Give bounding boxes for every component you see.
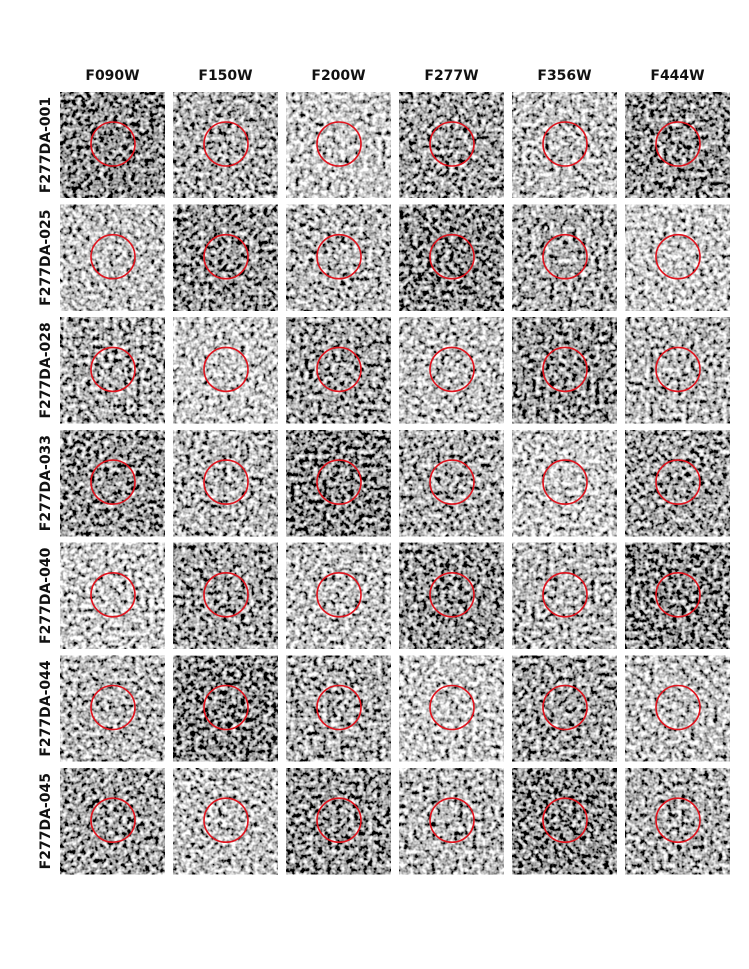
- aperture-circle: [90, 797, 136, 844]
- aperture-circle: [542, 684, 588, 731]
- cutout-image: [60, 768, 165, 875]
- aperture-circle: [90, 233, 136, 280]
- aperture-circle: [316, 121, 362, 167]
- aperture-circle: [203, 571, 249, 618]
- aperture-circle: [316, 684, 362, 731]
- column-header: F090W: [85, 68, 139, 84]
- cutout-image: [173, 204, 278, 311]
- cutout-image: [512, 542, 617, 649]
- cutout-image: [625, 92, 730, 198]
- cutout-image: [399, 92, 504, 198]
- cutout-image: [60, 92, 165, 198]
- aperture-circle: [542, 459, 588, 505]
- cutout-image: [625, 204, 730, 311]
- cutout-image: [60, 204, 165, 311]
- aperture-circle: [90, 346, 136, 393]
- aperture-circle: [316, 459, 362, 505]
- aperture-circle: [429, 684, 475, 731]
- row-label: F277DA-028: [38, 322, 54, 418]
- aperture-circle: [542, 346, 588, 393]
- cutout-image: [625, 655, 730, 762]
- cutout-image: [512, 204, 617, 311]
- cutout-image: [286, 92, 391, 198]
- cutout-image: [173, 430, 278, 537]
- cutout-image: [625, 768, 730, 875]
- cutout-image: [625, 542, 730, 649]
- cutout-image: [286, 768, 391, 875]
- aperture-circle: [542, 121, 588, 167]
- cutout-image: [286, 655, 391, 762]
- cutout-image: [399, 317, 504, 424]
- cutout-image: [60, 655, 165, 762]
- cutout-image: [625, 430, 730, 537]
- aperture-circle: [90, 459, 136, 505]
- cutout-image: [399, 430, 504, 537]
- cutout-grid: [60, 92, 730, 875]
- aperture-circle: [203, 684, 249, 731]
- aperture-circle: [90, 571, 136, 618]
- row-label: F277DA-025: [38, 210, 54, 306]
- cutout-image: [286, 542, 391, 649]
- aperture-circle: [429, 797, 475, 844]
- aperture-circle: [655, 459, 701, 505]
- cutout-image: [60, 317, 165, 424]
- cutout-image: [173, 768, 278, 875]
- aperture-circle: [316, 346, 362, 393]
- aperture-circle: [655, 571, 701, 618]
- aperture-circle: [655, 797, 701, 844]
- cutout-image: [399, 204, 504, 311]
- column-header: F277W: [424, 68, 478, 84]
- cutout-image: [399, 768, 504, 875]
- cutout-image: [512, 768, 617, 875]
- aperture-circle: [90, 121, 136, 167]
- aperture-circle: [542, 233, 588, 280]
- aperture-circle: [203, 233, 249, 280]
- row-label: F277DA-040: [38, 547, 54, 644]
- aperture-circle: [203, 346, 249, 393]
- column-header: F200W: [311, 68, 365, 84]
- cutout-image: [512, 655, 617, 762]
- aperture-circle: [429, 459, 475, 505]
- column-header: F444W: [650, 68, 704, 84]
- cutout-image: [286, 204, 391, 311]
- cutout-image: [173, 92, 278, 198]
- aperture-circle: [316, 571, 362, 618]
- row-label: F277DA-044: [38, 660, 54, 757]
- cutout-image: [60, 430, 165, 537]
- aperture-circle: [429, 571, 475, 618]
- cutout-image: [173, 655, 278, 762]
- cutout-image: [173, 542, 278, 649]
- row-label: F277DA-045: [38, 773, 54, 869]
- column-header: F356W: [537, 68, 591, 84]
- aperture-circle: [90, 684, 136, 731]
- cutout-image: [399, 655, 504, 762]
- aperture-circle: [542, 797, 588, 844]
- row-label: F277DA-033: [38, 435, 54, 531]
- row-label: F277DA-001: [38, 97, 54, 193]
- cutout-image: [286, 317, 391, 424]
- aperture-circle: [655, 233, 701, 280]
- column-header: F150W: [198, 68, 252, 84]
- aperture-circle: [655, 346, 701, 393]
- cutout-image: [286, 430, 391, 537]
- cutout-image: [173, 317, 278, 424]
- aperture-circle: [542, 571, 588, 618]
- cutout-image: [512, 92, 617, 198]
- aperture-circle: [655, 121, 701, 167]
- aperture-circle: [429, 233, 475, 280]
- aperture-circle: [203, 121, 249, 167]
- cutout-image: [625, 317, 730, 424]
- aperture-circle: [429, 121, 475, 167]
- aperture-circle: [316, 233, 362, 280]
- aperture-circle: [203, 459, 249, 505]
- aperture-circle: [316, 797, 362, 844]
- cutout-image: [399, 542, 504, 649]
- cutout-image: [512, 430, 617, 537]
- cutout-image: [60, 542, 165, 649]
- aperture-circle: [203, 797, 249, 844]
- cutout-image: [512, 317, 617, 424]
- aperture-circle: [655, 684, 701, 731]
- aperture-circle: [429, 346, 475, 393]
